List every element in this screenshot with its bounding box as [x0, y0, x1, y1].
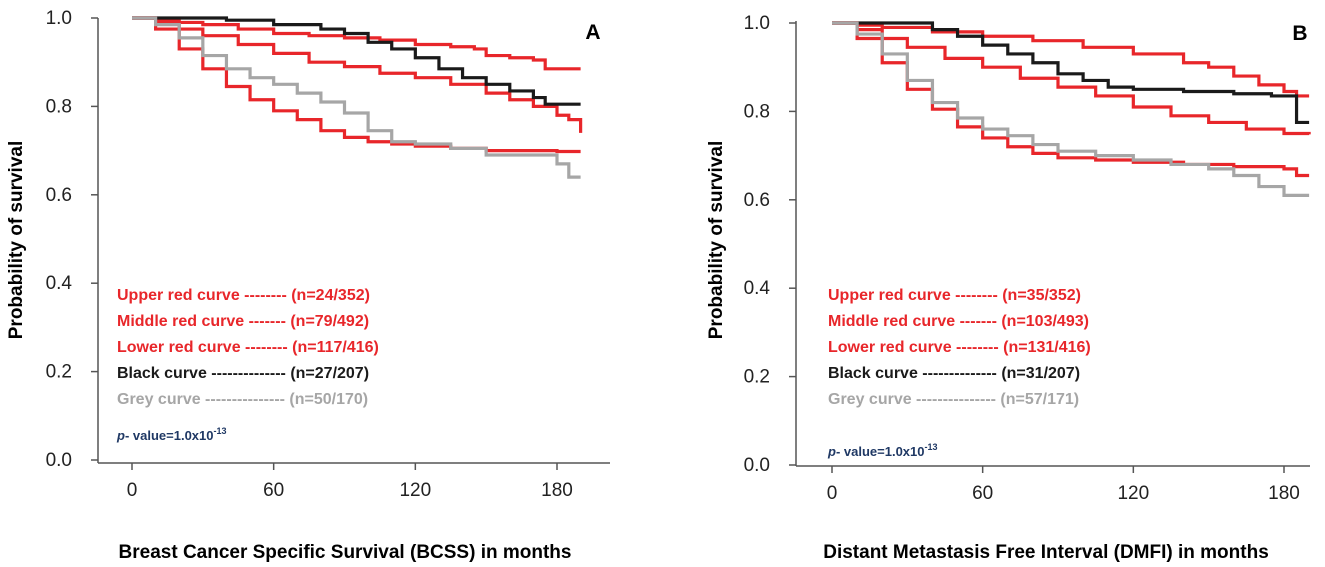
- panel-a-x-tick-label: 120: [399, 480, 431, 501]
- panel-a-legend-entry-3: Lower red curve -------- (n=117/416): [117, 339, 379, 356]
- panel-a-series-line-4: [132, 16, 581, 106]
- panel-a-x-tick-label: 60: [263, 480, 284, 501]
- panel-a-p-value: p- value=1.0x10-13: [116, 426, 227, 443]
- panel-a-y-tick-label: 0.2: [46, 362, 72, 383]
- panel-a-x-tick-label: 180: [541, 480, 573, 501]
- panel-a-y-tick-label: 0.8: [46, 96, 72, 117]
- panel-a-legend-entry-2: Middle red curve ------- (n=79/492): [117, 313, 369, 330]
- panel-a-series-line-2: [132, 16, 583, 133]
- panel-a-x-axis-title: Breast Cancer Specific Survival (BCSS) i…: [119, 542, 572, 563]
- panel-a-y-tick-label: 0.0: [46, 450, 72, 471]
- panel-b-x-tick-label: 120: [1117, 483, 1149, 504]
- panel-b-series-line-1: [832, 21, 1310, 98]
- panel-b-series-line-4: [832, 21, 1310, 125]
- panel-a-y-tick-label: 1.0: [46, 8, 72, 29]
- panel-a-series-line-1: [132, 16, 581, 71]
- panel-b-series-line-2: [832, 21, 1311, 136]
- panel-b-y-tick-label: 0.0: [744, 455, 770, 476]
- panel-b-y-tick-label: 0.4: [744, 278, 771, 299]
- panel-b-x-tick-label: 0: [827, 483, 838, 504]
- panel-b-x-axis-title: Distant Metastasis Free Interval (DMFI) …: [823, 542, 1269, 563]
- panel-b-legend-entry-5: Grey curve --------------- (n=57/171): [828, 391, 1079, 408]
- panel-b-legend-entry-1: Upper red curve -------- (n=35/352): [828, 287, 1081, 304]
- panel-a-y-tick-label: 0.4: [46, 273, 73, 294]
- panel-a-y-tick-label: 0.6: [46, 185, 72, 206]
- panel-b-legend-entry-2: Middle red curve ------- (n=103/493): [828, 313, 1089, 330]
- panel-b-x-tick-label: 60: [972, 483, 993, 504]
- panel-b-y-tick-label: 0.8: [744, 101, 770, 122]
- panel-b-legend-entry-3: Lower red curve -------- (n=131/416): [828, 339, 1091, 356]
- panel-b-p-value: p- value=1.0x10-13: [827, 442, 938, 459]
- panel-a-legend-entry-4: Black curve -------------- (n=27/207): [117, 365, 369, 382]
- panel-b-y-tick-label: 1.0: [744, 13, 770, 34]
- panel-a-x-tick-label: 0: [127, 480, 138, 501]
- panel-b-panel-letter: B: [1292, 22, 1307, 45]
- panel-b-y-tick-label: 0.6: [744, 190, 770, 211]
- panel-b-y-axis-title: Probability of survival: [706, 141, 727, 340]
- panel-b-y-tick-label: 0.2: [744, 367, 770, 388]
- panel-a-panel-letter: A: [585, 21, 600, 44]
- panel-b-x-tick-label: 180: [1268, 483, 1300, 504]
- panel-a-legend-entry-1: Upper red curve -------- (n=24/352): [117, 287, 370, 304]
- panel-b-series-line-5: [832, 21, 1310, 197]
- panel-a-series-line-5: [132, 16, 581, 179]
- panel-b-legend-entry-4: Black curve -------------- (n=31/207): [828, 365, 1080, 382]
- panel-a-y-axis-title: Probability of survival: [6, 141, 27, 340]
- panel-a-legend-entry-5: Grey curve --------------- (n=50/170): [117, 391, 368, 408]
